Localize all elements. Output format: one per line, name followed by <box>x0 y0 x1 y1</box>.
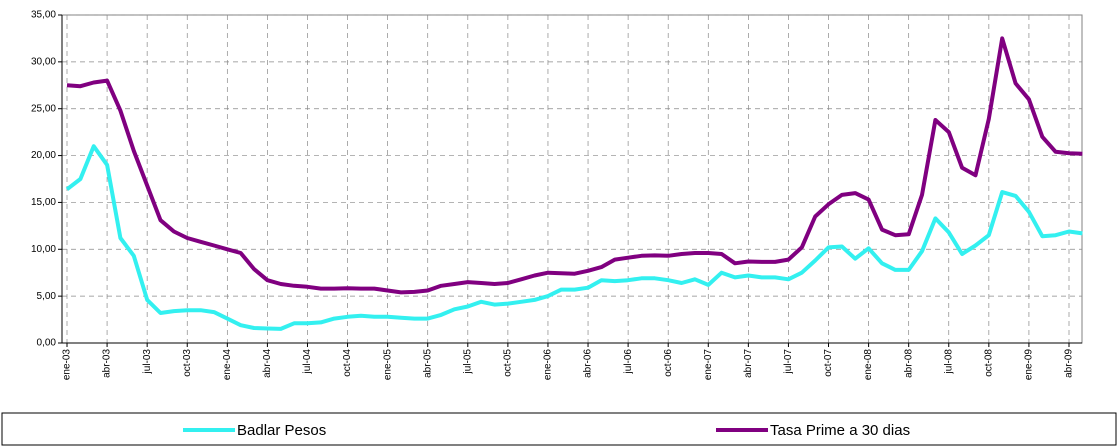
x-tick-label: oct-04 <box>342 349 353 377</box>
x-tick-label: ene-05 <box>382 349 393 381</box>
y-tick-label: 35,00 <box>31 10 56 21</box>
x-tick-label: jul-05 <box>462 349 473 375</box>
data-line <box>66 36 1083 295</box>
x-tick-label: jul-04 <box>302 349 313 375</box>
x-tick-label: oct-03 <box>182 349 193 377</box>
x-tick-label: jul-03 <box>142 349 153 375</box>
x-tick-label: ene-06 <box>543 349 554 381</box>
x-tick-label: oct-08 <box>983 349 994 377</box>
y-tick-label: 20,00 <box>31 150 56 161</box>
legend-label: Tasa Prime a 30 dias <box>770 422 910 439</box>
legend-box <box>1 412 1117 446</box>
x-tick-label: ene-08 <box>863 349 874 381</box>
x-tick-label: abr-04 <box>262 349 273 378</box>
data-line <box>65 144 1083 331</box>
x-tick-label: abr-06 <box>583 349 594 378</box>
x-tick-label: jul-08 <box>943 349 954 375</box>
x-tick-label: abr-07 <box>743 349 754 378</box>
y-tick-label: 15,00 <box>31 197 56 208</box>
y-tick-label: 10,00 <box>31 244 56 255</box>
x-tick-label: oct-05 <box>503 349 514 377</box>
x-tick-label: jul-06 <box>623 349 634 375</box>
x-tick-label: ene-07 <box>703 349 714 381</box>
y-tick-label: 25,00 <box>31 103 56 114</box>
x-tick-label: oct-07 <box>823 349 834 377</box>
x-tick-label: abr-08 <box>903 349 914 378</box>
x-tick-label: ene-09 <box>1024 349 1035 381</box>
y-tick-label: 30,00 <box>31 56 56 67</box>
plot-area <box>61 14 1083 344</box>
x-tick-label: ene-04 <box>222 349 233 381</box>
x-tick-label: abr-05 <box>422 349 433 378</box>
y-tick-label: 5,00 <box>37 291 57 302</box>
legend-label: Badlar Pesos <box>237 422 326 439</box>
y-tick-label: 0,00 <box>37 338 57 349</box>
x-tick-label: oct-06 <box>663 349 674 377</box>
x-tick-label: abr-03 <box>102 349 113 378</box>
x-tick-label: jul-07 <box>783 349 794 375</box>
x-tick-label: abr-09 <box>1064 349 1075 378</box>
x-tick-label: ene-03 <box>62 349 73 381</box>
